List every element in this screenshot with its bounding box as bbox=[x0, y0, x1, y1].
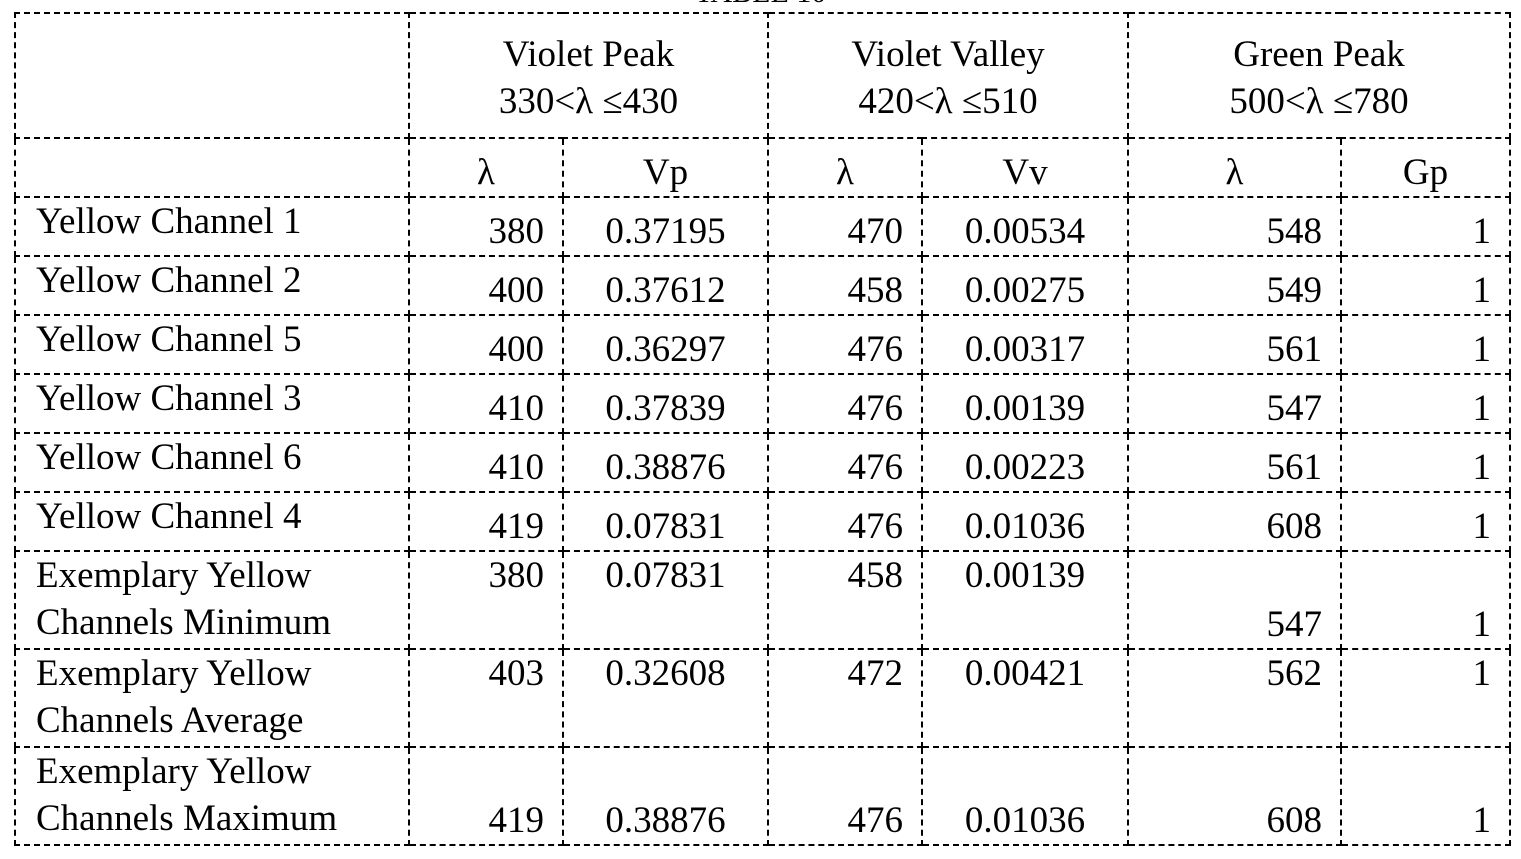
summary-label: Exemplary Yellow Channels Maximum bbox=[14, 746, 410, 846]
sub-header-vv: Vv bbox=[921, 137, 1129, 198]
cell-vv: 0.00223 bbox=[921, 432, 1129, 493]
cell-vp: 0.32608 bbox=[562, 648, 769, 748]
cell-gp: 1 bbox=[1340, 255, 1511, 316]
summary-label: Exemplary Yellow Channels Average bbox=[14, 648, 410, 748]
sub-header-lambda: λ bbox=[408, 137, 564, 198]
cell-vp: 0.07831 bbox=[562, 491, 769, 552]
cell-lambda: 380 bbox=[408, 196, 564, 257]
cell-lambda: 476 bbox=[767, 314, 923, 375]
cell-gp: 1 bbox=[1340, 648, 1511, 748]
summary-label-line-1: Exemplary Yellow bbox=[36, 653, 312, 694]
cell-lambda: 472 bbox=[767, 648, 923, 748]
summary-row-maximum: Exemplary Yellow Channels Maximum 419 0.… bbox=[14, 746, 1511, 846]
cell-gp: 1 bbox=[1340, 432, 1511, 493]
table-row: Yellow Channel 1 380 0.37195 470 0.00534… bbox=[14, 196, 1511, 257]
table-row: Yellow Channel 3 410 0.37839 476 0.00139… bbox=[14, 373, 1511, 434]
group-name: Violet Valley bbox=[851, 33, 1045, 75]
cell-lambda: 419 bbox=[408, 746, 564, 846]
cell-vv: 0.00139 bbox=[921, 550, 1129, 650]
cell-gp: 1 bbox=[1340, 491, 1511, 552]
cell-lambda: 561 bbox=[1127, 314, 1342, 375]
row-label: Yellow Channel 2 bbox=[14, 255, 410, 316]
cell-vp: 0.36297 bbox=[562, 314, 769, 375]
table-row: Yellow Channel 5 400 0.36297 476 0.00317… bbox=[14, 314, 1511, 375]
cell-gp: 1 bbox=[1340, 196, 1511, 257]
row-label: Yellow Channel 1 bbox=[14, 196, 410, 257]
cell-vp: 0.37839 bbox=[562, 373, 769, 434]
cell-lambda: 400 bbox=[408, 255, 564, 316]
cell-lambda: 548 bbox=[1127, 196, 1342, 257]
row-label: Yellow Channel 3 bbox=[14, 373, 410, 434]
cell-vv: 0.01036 bbox=[921, 746, 1129, 846]
group-range: 420<λ ≤510 bbox=[858, 80, 1038, 122]
group-range: 500<λ ≤780 bbox=[1229, 80, 1409, 122]
summary-label-line-2: Channels Maximum bbox=[36, 798, 338, 839]
table-caption: TABLE 10 bbox=[0, 0, 1521, 8]
table-row: Yellow Channel 4 419 0.07831 476 0.01036… bbox=[14, 491, 1511, 552]
cell-lambda: 403 bbox=[408, 648, 564, 748]
group-header-row: Violet Peak 330<λ ≤430 Violet Valley 420… bbox=[14, 12, 1511, 139]
sub-header-vp: Vp bbox=[562, 137, 769, 198]
cell-lambda: 458 bbox=[767, 255, 923, 316]
cell-lambda: 476 bbox=[767, 432, 923, 493]
cell-lambda: 476 bbox=[767, 746, 923, 846]
cell-vv: 0.01036 bbox=[921, 491, 1129, 552]
cell-vp: 0.38876 bbox=[562, 432, 769, 493]
sub-header-lambda: λ bbox=[1127, 137, 1342, 198]
corner-cell bbox=[14, 12, 410, 139]
cell-lambda: 608 bbox=[1127, 746, 1342, 846]
group-name: Violet Peak bbox=[502, 33, 675, 75]
group-header-violet-valley: Violet Valley 420<λ ≤510 bbox=[767, 12, 1129, 139]
cell-lambda: 419 bbox=[408, 491, 564, 552]
table-row: Yellow Channel 2 400 0.37612 458 0.00275… bbox=[14, 255, 1511, 316]
cell-lambda: 410 bbox=[408, 432, 564, 493]
summary-row-minimum: Exemplary Yellow Channels Minimum 380 0.… bbox=[14, 550, 1511, 650]
cell-vv: 0.00421 bbox=[921, 648, 1129, 748]
cell-lambda: 549 bbox=[1127, 255, 1342, 316]
group-range: 330<λ ≤430 bbox=[498, 80, 679, 122]
cell-vv: 0.00139 bbox=[921, 373, 1129, 434]
table-row: Yellow Channel 6 410 0.38876 476 0.00223… bbox=[14, 432, 1511, 493]
cell-vv: 0.00275 bbox=[921, 255, 1129, 316]
cell-lambda: 562 bbox=[1127, 648, 1342, 748]
cell-vp: 0.37195 bbox=[562, 196, 769, 257]
cell-lambda: 470 bbox=[767, 196, 923, 257]
cell-lambda: 476 bbox=[767, 373, 923, 434]
cell-gp: 1 bbox=[1340, 746, 1511, 846]
group-header-green-peak: Green Peak 500<λ ≤780 bbox=[1127, 12, 1511, 139]
cell-lambda: 547 bbox=[1127, 373, 1342, 434]
group-header-violet-peak: Violet Peak 330<λ ≤430 bbox=[408, 12, 769, 139]
cell-lambda: 410 bbox=[408, 373, 564, 434]
cell-lambda: 380 bbox=[408, 550, 564, 650]
data-table: Violet Peak 330<λ ≤430 Violet Valley 420… bbox=[14, 12, 1511, 846]
cell-lambda: 458 bbox=[767, 550, 923, 650]
cell-vv: 0.00317 bbox=[921, 314, 1129, 375]
cell-gp: 1 bbox=[1340, 314, 1511, 375]
cell-lambda: 608 bbox=[1127, 491, 1342, 552]
row-label: Yellow Channel 4 bbox=[14, 491, 410, 552]
sub-header-gp: Gp bbox=[1340, 137, 1511, 198]
summary-label: Exemplary Yellow Channels Minimum bbox=[14, 550, 410, 650]
cell-vp: 0.07831 bbox=[562, 550, 769, 650]
sub-header-blank bbox=[14, 137, 410, 198]
cell-lambda: 561 bbox=[1127, 432, 1342, 493]
summary-label-line-1: Exemplary Yellow bbox=[36, 751, 312, 792]
sub-header-lambda: λ bbox=[767, 137, 923, 198]
cell-vp: 0.38876 bbox=[562, 746, 769, 846]
summary-label-line-1: Exemplary Yellow bbox=[36, 555, 312, 596]
cell-vp: 0.37612 bbox=[562, 255, 769, 316]
cell-lambda: 547 bbox=[1127, 550, 1342, 650]
summary-label-line-2: Channels Average bbox=[36, 700, 304, 741]
row-label: Yellow Channel 6 bbox=[14, 432, 410, 493]
cell-gp: 1 bbox=[1340, 373, 1511, 434]
cell-lambda: 400 bbox=[408, 314, 564, 375]
cell-vv: 0.00534 bbox=[921, 196, 1129, 257]
row-label: Yellow Channel 5 bbox=[14, 314, 410, 375]
summary-row-average: Exemplary Yellow Channels Average 403 0.… bbox=[14, 648, 1511, 748]
cell-lambda: 476 bbox=[767, 491, 923, 552]
group-name: Green Peak bbox=[1233, 33, 1405, 75]
sub-header-row: λ Vp λ Vv λ Gp bbox=[14, 137, 1511, 198]
cell-gp: 1 bbox=[1340, 550, 1511, 650]
summary-label-line-2: Channels Minimum bbox=[36, 602, 331, 643]
